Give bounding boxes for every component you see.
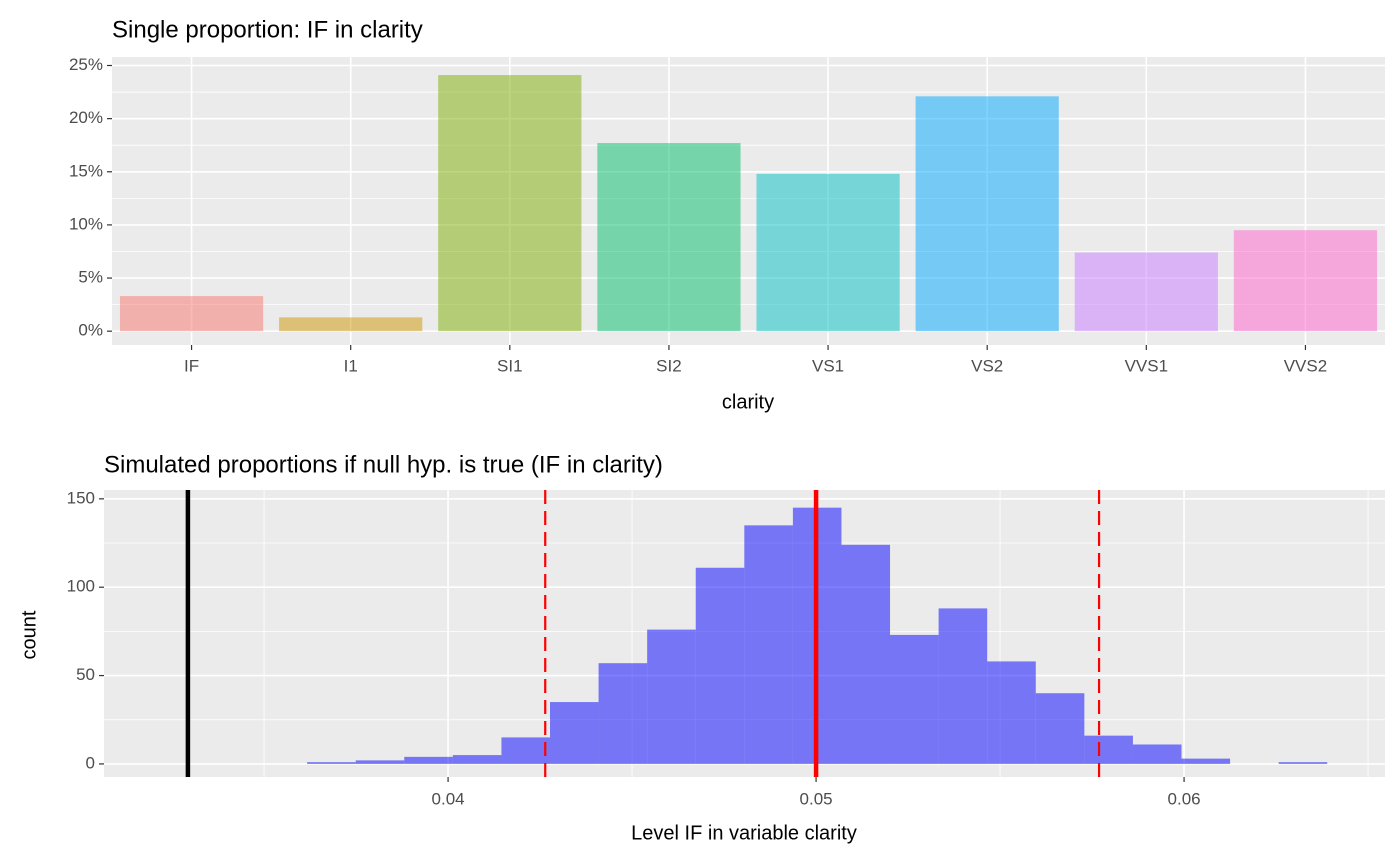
chart-title: Simulated proportions if null hyp. is tr…: [104, 451, 663, 478]
histogram-bar: [695, 567, 745, 764]
x-tick-label: 0.05: [800, 789, 833, 808]
x-tick-label: SI1: [497, 356, 523, 375]
bar: [756, 173, 900, 332]
histogram-bar: [744, 525, 793, 764]
x-tick-label: VVS2: [1284, 356, 1327, 375]
y-tick-label: 20%: [69, 108, 103, 127]
histogram-bar: [501, 737, 551, 764]
histogram-bar: [1084, 735, 1133, 764]
y-tick-label: 50: [76, 665, 95, 684]
y-tick-label: 0%: [78, 321, 103, 340]
x-tick-label: VVS1: [1125, 356, 1168, 375]
chart-title: Single proportion: IF in clarity: [112, 16, 423, 43]
x-tick-label: I1: [344, 356, 358, 375]
x-tick-label: 0.06: [1168, 789, 1201, 808]
histogram-bar: [647, 629, 696, 764]
bar: [1074, 252, 1218, 332]
x-tick-label: IF: [184, 356, 199, 375]
histogram-bar: [1278, 762, 1328, 764]
y-tick-label: 10%: [69, 214, 103, 233]
histogram-bar: [1035, 693, 1085, 764]
y-tick-label: 5%: [78, 268, 103, 287]
histogram-bar: [452, 755, 502, 764]
bar: [915, 96, 1059, 332]
bar: [597, 143, 741, 332]
histogram-bar: [841, 544, 891, 764]
x-axis-label: Level IF in variable clarity: [631, 822, 857, 844]
x-tick-label: VS2: [971, 356, 1003, 375]
y-tick-label: 25%: [69, 55, 103, 74]
y-tick-label: 15%: [69, 161, 103, 180]
histogram-bar: [307, 762, 356, 764]
histogram-bar: [938, 608, 988, 764]
bar: [119, 296, 264, 332]
y-tick-label: 0: [86, 753, 95, 772]
histogram-bar: [550, 702, 599, 764]
histogram-bar: [1132, 744, 1182, 764]
histogram-bar: [355, 760, 405, 764]
histogram-bar: [890, 634, 939, 764]
histogram-bar: [1181, 758, 1231, 764]
x-tick-label: VS1: [812, 356, 844, 375]
bar: [279, 317, 423, 332]
x-tick-label: SI2: [656, 356, 682, 375]
y-tick-label: 100: [67, 577, 95, 596]
x-tick-label: 0.04: [432, 789, 465, 808]
bar: [438, 75, 582, 332]
histogram-bar: [404, 756, 453, 764]
x-axis-label: clarity: [722, 391, 774, 413]
y-axis-label: count: [18, 610, 40, 659]
histogram-bar: [598, 663, 648, 764]
y-tick-label: 150: [67, 488, 95, 507]
histogram-bar: [987, 661, 1036, 764]
bar: [1233, 230, 1378, 332]
